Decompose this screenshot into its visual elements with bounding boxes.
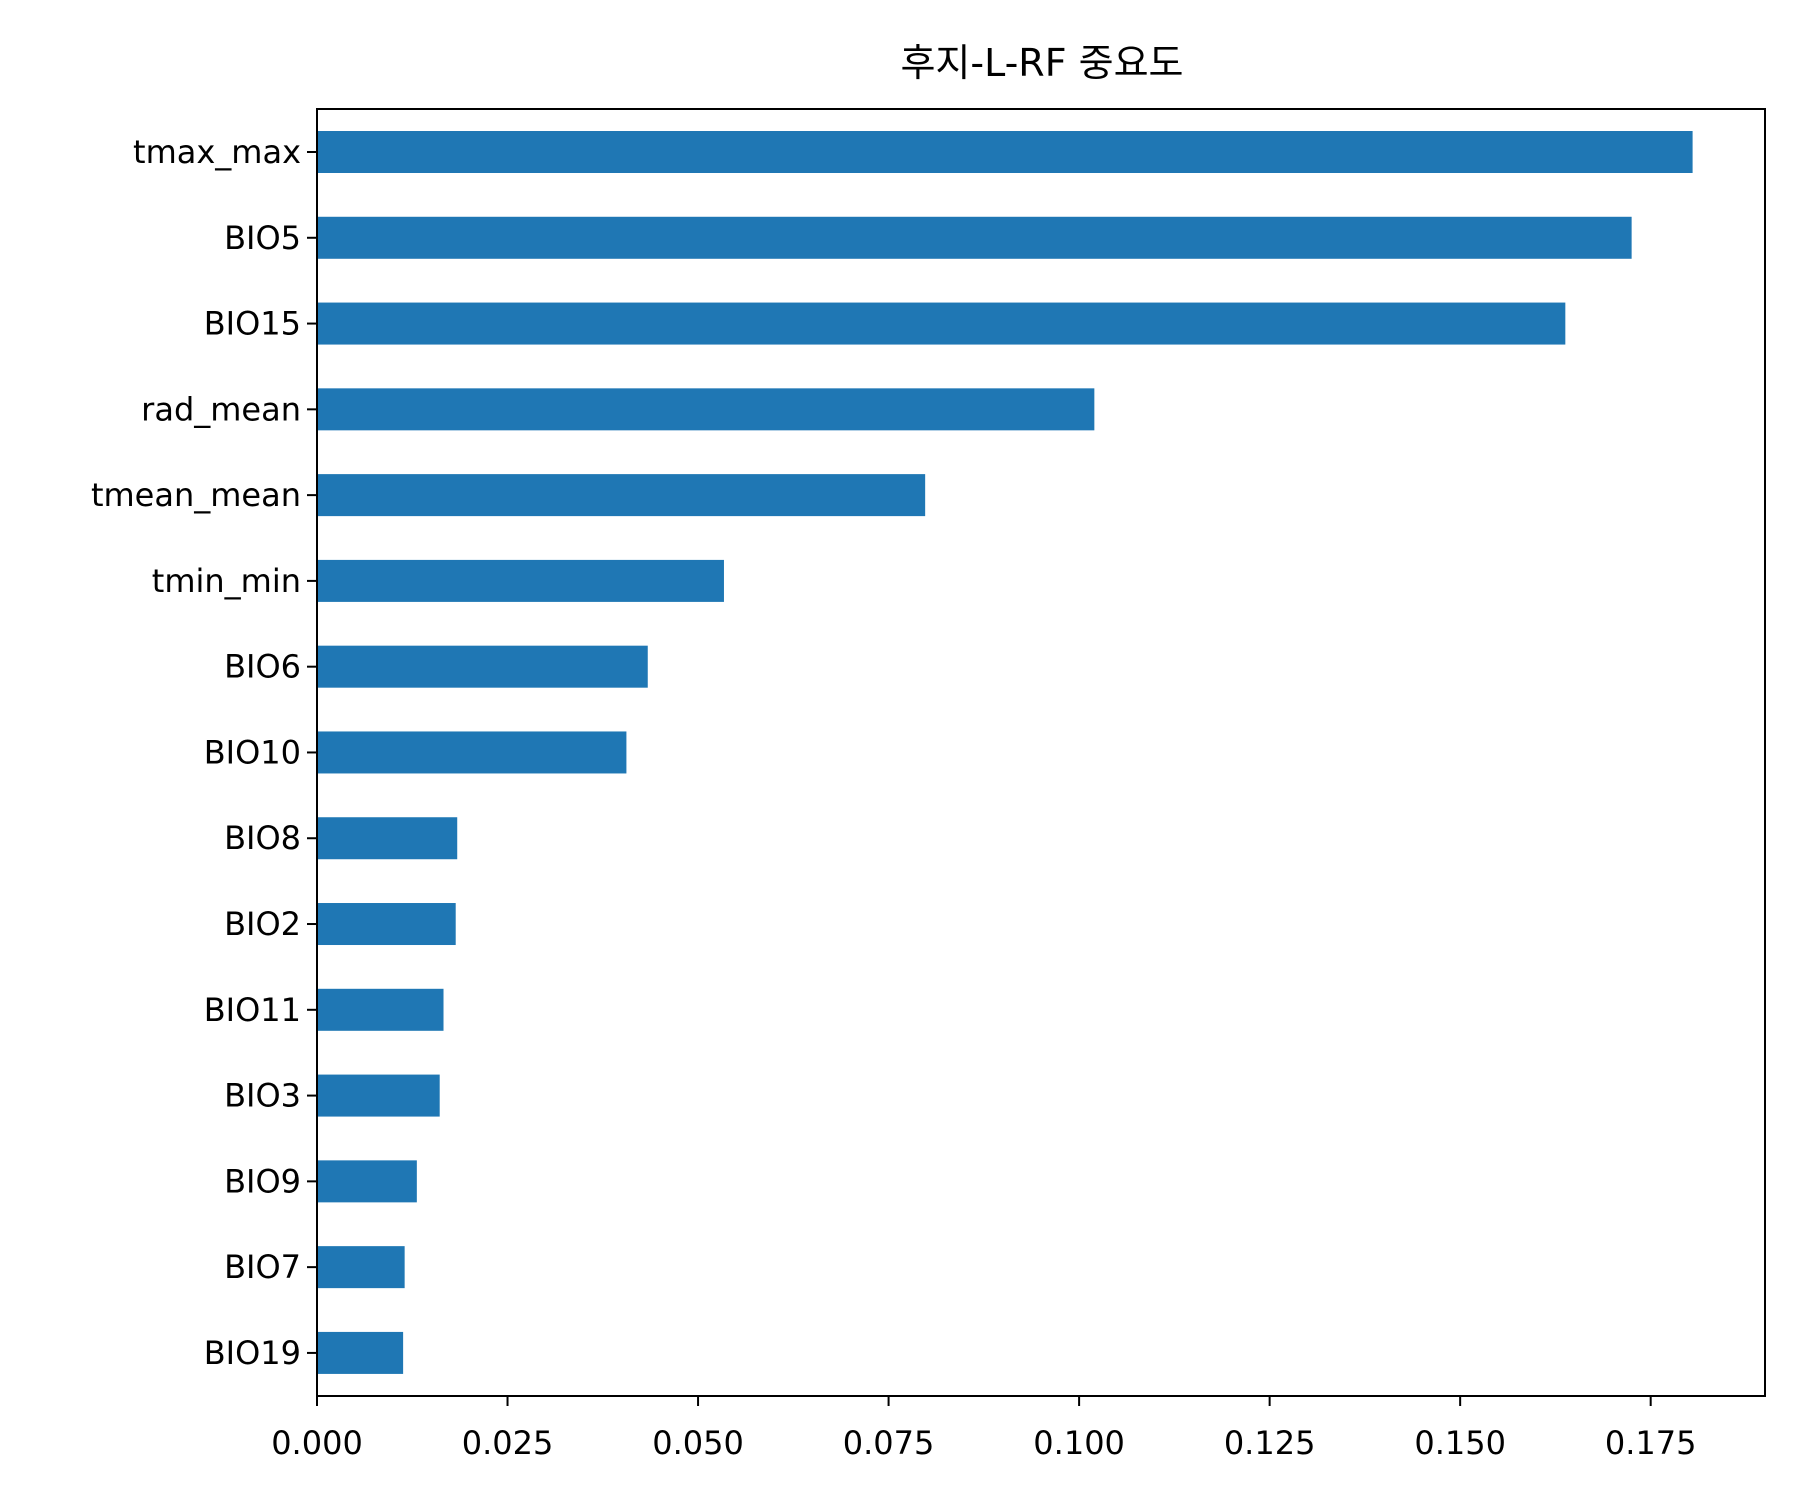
y-tick-label: tmean_mean xyxy=(91,476,301,514)
x-tick-label: 0.075 xyxy=(843,1424,935,1462)
bar-tmean-mean xyxy=(317,474,926,517)
bar-bio15 xyxy=(317,302,1566,345)
x-tick-label: 0.125 xyxy=(1224,1424,1316,1462)
y-tick-label: tmin_min xyxy=(152,562,301,600)
y-tick-label: BIO3 xyxy=(224,1077,301,1115)
bar-bio10 xyxy=(317,731,627,774)
y-tick-label: rad_mean xyxy=(141,390,301,428)
y-tick-label: BIO6 xyxy=(224,648,301,686)
x-tick-label: 0.175 xyxy=(1605,1424,1697,1462)
x-tick-label: 0.025 xyxy=(462,1424,554,1462)
y-tick-label: BIO10 xyxy=(204,733,301,771)
bar-bio19 xyxy=(317,1331,404,1374)
y-tick-label: BIO5 xyxy=(224,219,301,257)
bar-bio7 xyxy=(317,1246,405,1289)
bar-bio2 xyxy=(317,903,456,946)
bars-layer xyxy=(317,131,1693,1374)
bar-bio6 xyxy=(317,645,648,688)
ticks-layer: tmax_max BIO5 BIO15 rad_mean tmean_mean tmin_… xyxy=(91,133,1697,1462)
bar-bio11 xyxy=(317,988,444,1031)
bar-bio9 xyxy=(317,1160,417,1203)
bar-rad-mean xyxy=(317,388,1095,431)
y-tick-label: BIO8 xyxy=(224,819,301,857)
y-tick-label: BIO19 xyxy=(204,1334,301,1372)
bar-tmax-max xyxy=(317,131,1693,173)
chart-title: 후지-L-RF 중요도 xyxy=(900,41,1183,85)
x-tick-label: 0.100 xyxy=(1033,1424,1125,1462)
y-tick-label: BIO11 xyxy=(204,991,301,1029)
y-tick-label: BIO9 xyxy=(224,1162,301,1200)
bar-bio8 xyxy=(317,817,458,860)
x-tick-label: 0.000 xyxy=(271,1424,363,1462)
y-tick-label: tmax_max xyxy=(133,133,301,171)
bar-bio3 xyxy=(317,1074,440,1117)
x-tick-label: 0.050 xyxy=(652,1424,744,1462)
bar-tmin-min xyxy=(317,559,724,602)
x-tick-label: 0.150 xyxy=(1414,1424,1506,1462)
y-tick-label: BIO7 xyxy=(224,1248,301,1286)
y-tick-label: BIO15 xyxy=(204,305,301,343)
bar-bio5 xyxy=(317,216,1632,259)
y-tick-label: BIO2 xyxy=(224,905,301,943)
